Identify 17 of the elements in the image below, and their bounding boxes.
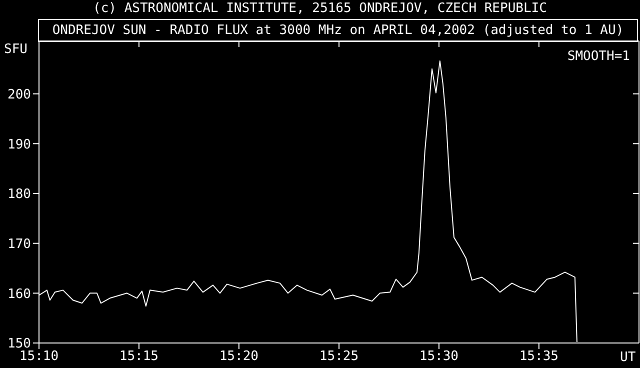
chart-title: (c) ASTRONOMICAL INSTITUTE, 25165 ONDREJOV, CZECH REPUBLIC bbox=[92, 0, 548, 17]
y-tick-label: 180 bbox=[8, 187, 31, 202]
y-axis-title: SFU bbox=[4, 42, 28, 57]
y-tick-label: 170 bbox=[8, 236, 31, 252]
y-tick-label: 190 bbox=[8, 137, 31, 152]
x-tick-label: 15:20 bbox=[219, 349, 258, 364]
y-tick-label: 200 bbox=[8, 87, 31, 102]
y-tick-label: 150 bbox=[8, 336, 31, 352]
x-tick-label: 15:30 bbox=[419, 349, 459, 364]
x-tick-label: 15:15 bbox=[119, 349, 159, 364]
annotation: SMOOTH=1 bbox=[567, 49, 630, 64]
chart-subtitle: ONDREJOV SUN - RADIO FLUX at 3000 MHz on APRIL 04,2002 (adjusted to 1 AU) bbox=[38, 19, 638, 42]
x-tick-label: 15:25 bbox=[319, 349, 359, 364]
x-axis-title: UT bbox=[620, 350, 636, 365]
x-tick-label: 15:10 bbox=[19, 349, 59, 364]
y-tick-label: 160 bbox=[8, 286, 31, 302]
x-tick-label: 15:35 bbox=[519, 349, 558, 364]
